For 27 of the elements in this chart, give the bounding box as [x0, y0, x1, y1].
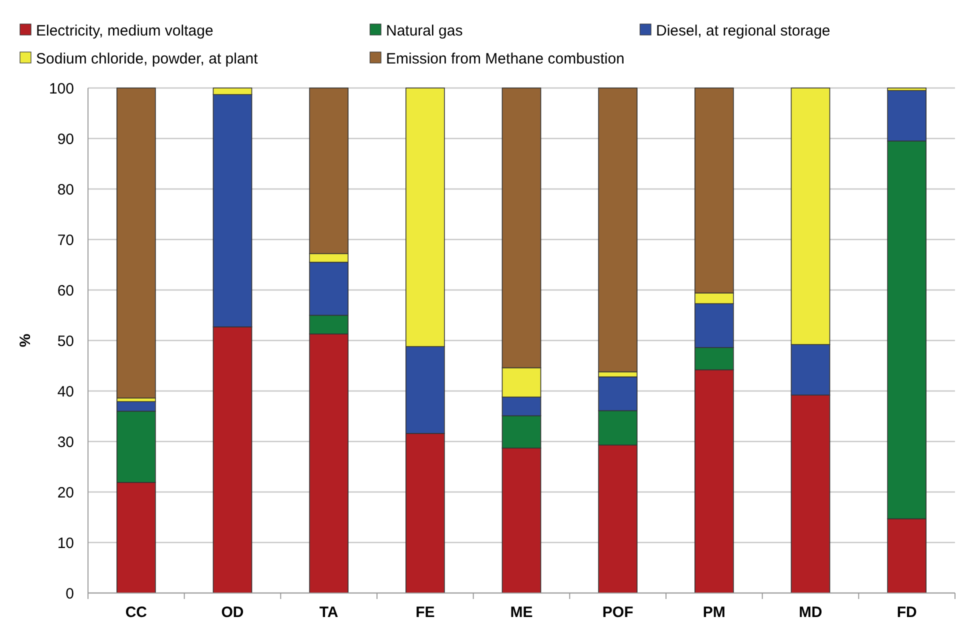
y-tick-label: 100: [48, 80, 74, 98]
y-tick-label: 80: [57, 181, 74, 198]
bar: [116, 88, 156, 398]
legend-label: Diesel, at regional storage: [656, 22, 830, 40]
y-tick-label: 30: [57, 434, 74, 451]
y-tick-label: 40: [57, 383, 74, 400]
y-tick-label: 70: [57, 232, 74, 249]
legend-label: Sodium chloride, powder, at plant: [36, 50, 259, 68]
y-tick-label: 0: [66, 585, 74, 602]
x-tick-label: TA: [319, 604, 338, 621]
x-tick-label: PM: [702, 604, 726, 621]
x-tick-label: CC: [125, 604, 148, 621]
y-tick-label: 10: [57, 534, 74, 552]
y-tick-label: 20: [57, 484, 74, 502]
x-tick-label: ME: [510, 604, 533, 621]
x-tick-label: OD: [221, 604, 244, 621]
x-tick-label: POF: [602, 604, 634, 621]
legend-label: Electricity, medium voltage: [36, 22, 214, 40]
legend-label: Emission from Methane combustion: [386, 50, 624, 68]
y-axis-title: %: [17, 334, 34, 348]
y-tick-label: 90: [57, 130, 74, 148]
legend-label: Natural gas: [386, 22, 463, 40]
y-tick-label: 50: [57, 332, 74, 350]
y-tick-label: 60: [57, 282, 74, 300]
x-tick-label: FD: [896, 604, 917, 621]
x-tick-label: MD: [798, 604, 822, 621]
x-tick-label: FE: [416, 604, 435, 621]
